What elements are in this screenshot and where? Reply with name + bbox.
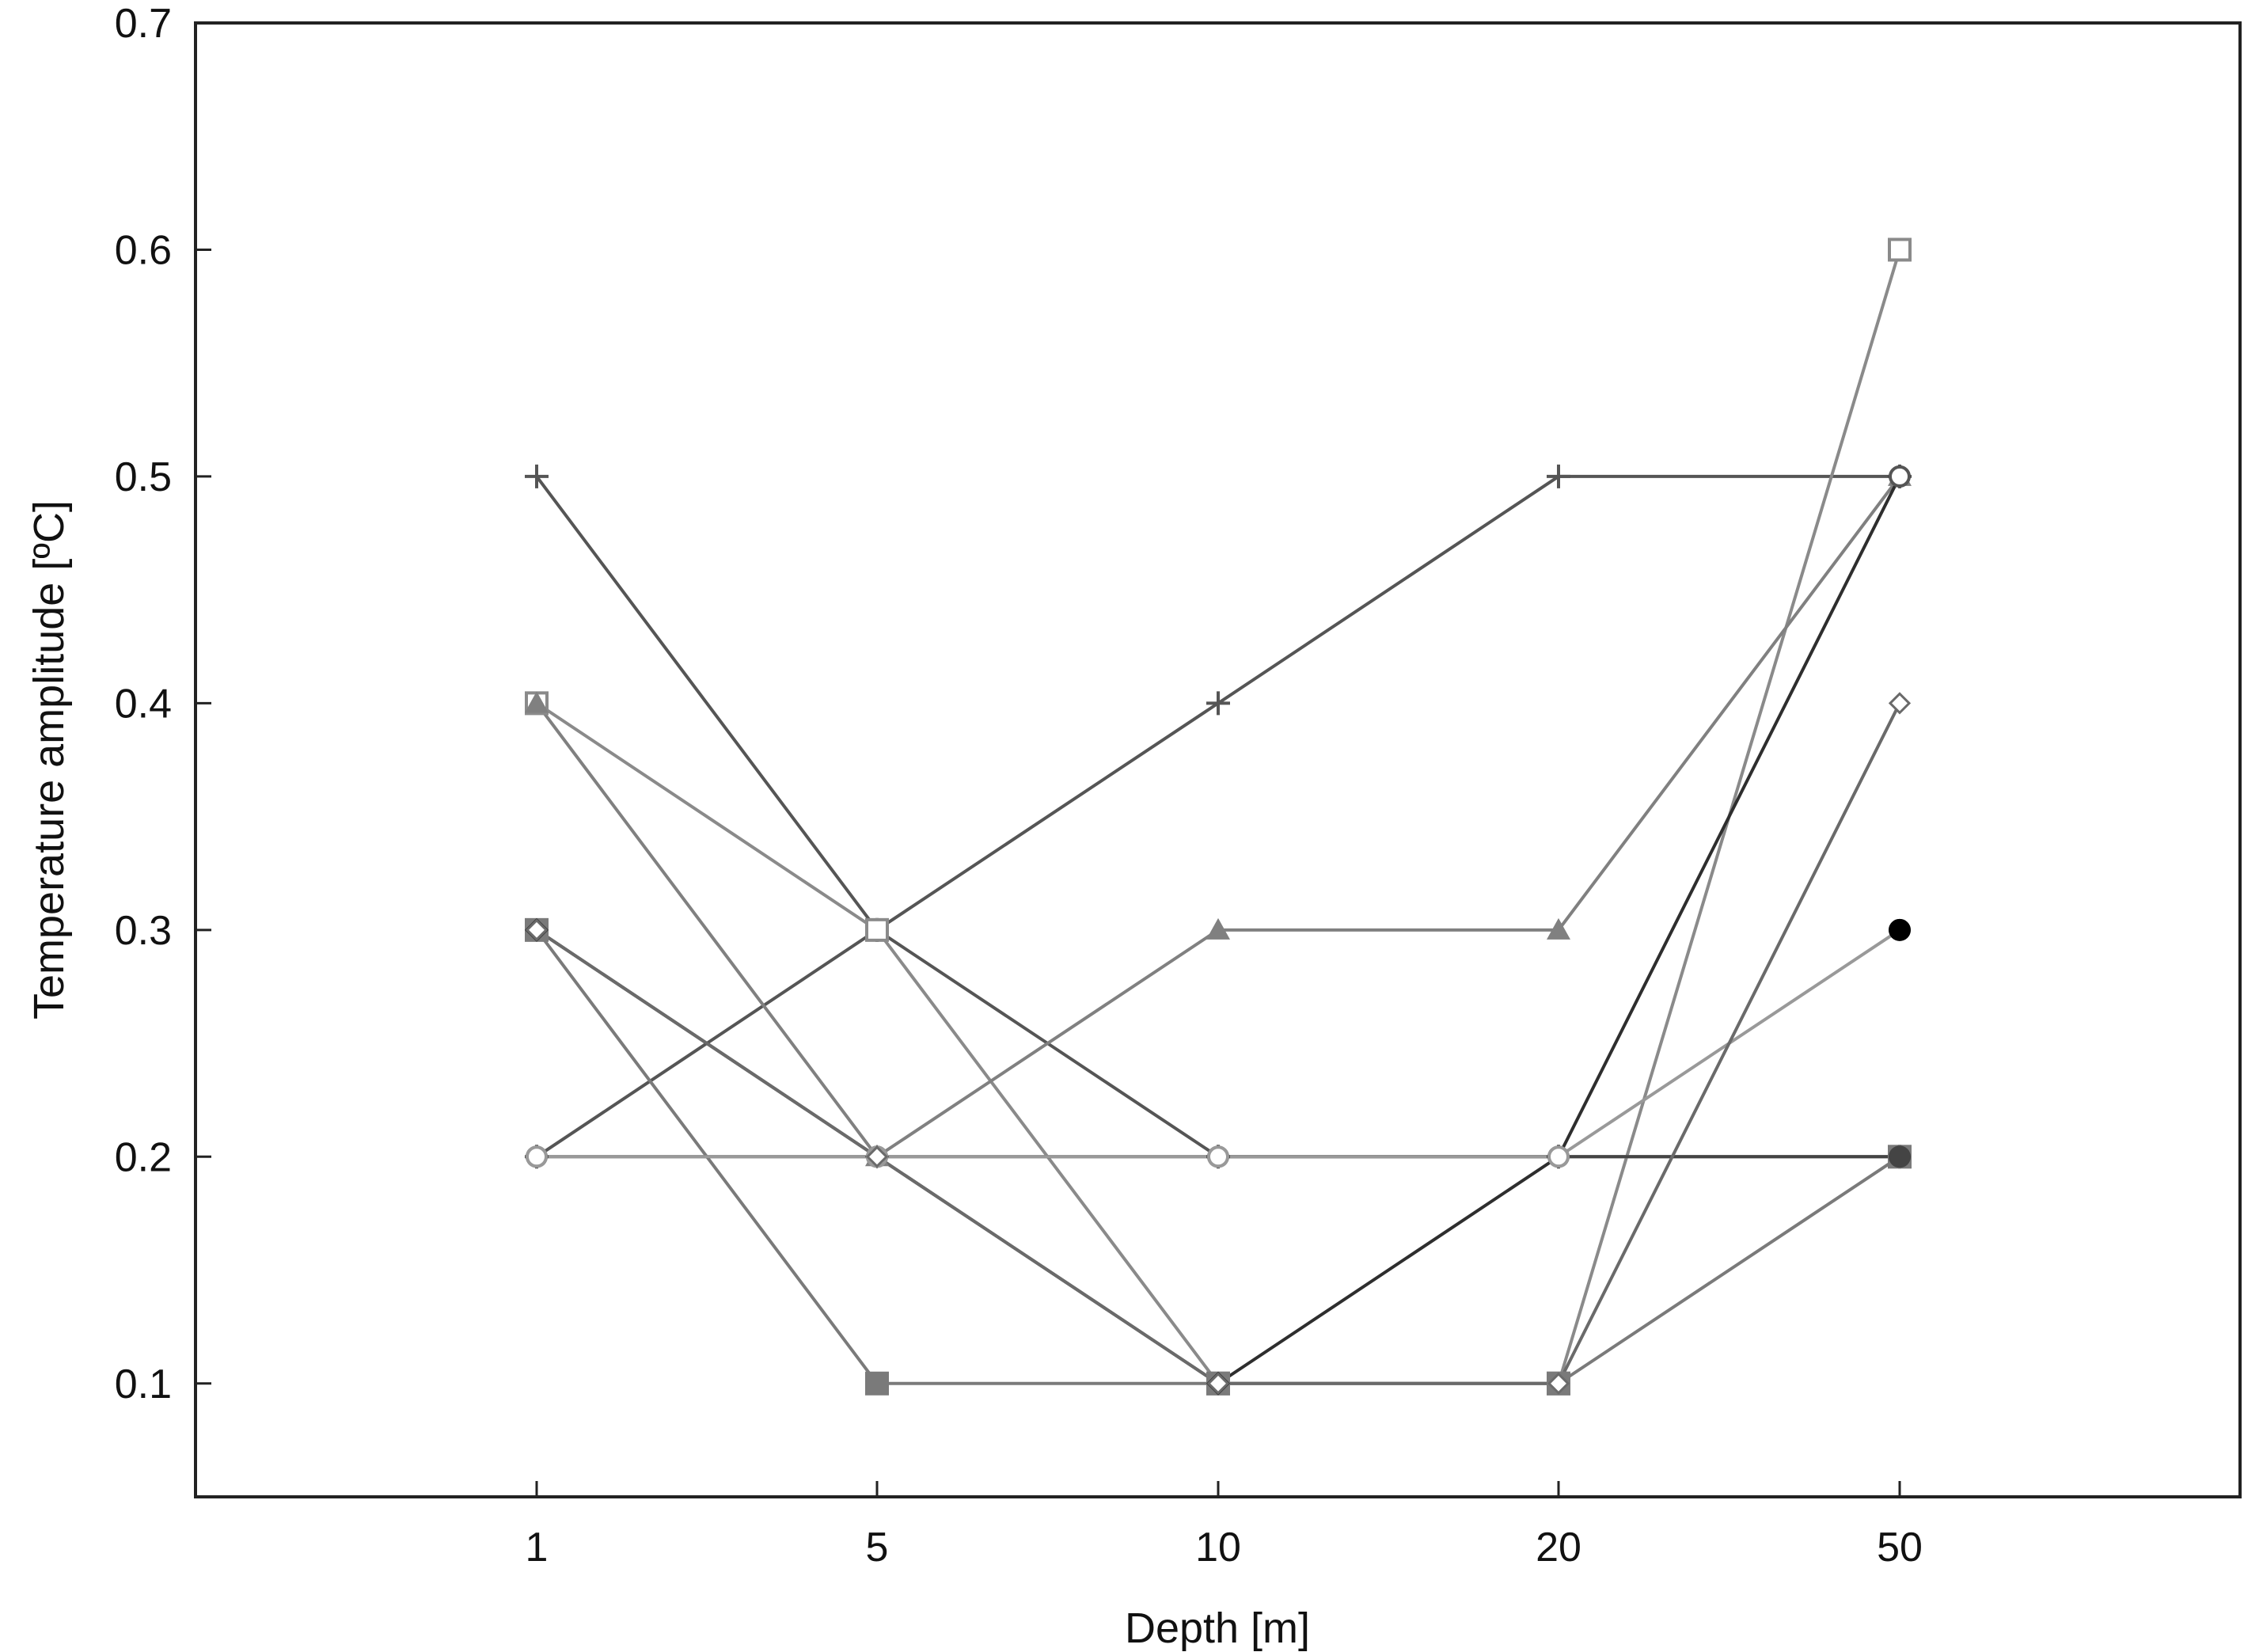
series-9 (535, 702, 1901, 1385)
data-point (1207, 1145, 1229, 1168)
series-markers-1 (525, 464, 1912, 1169)
data-point (1206, 691, 1230, 716)
data-point (525, 691, 549, 713)
data-point (525, 464, 549, 488)
data-point (1888, 692, 1912, 715)
series-8 (537, 929, 1901, 1159)
data-point (1547, 1372, 1570, 1395)
series-line (535, 475, 1901, 1160)
y-axis-title: Temperature amplitude [ºC] (25, 500, 73, 1020)
data-point (1547, 1145, 1570, 1168)
y-tick-label: 0.7 (115, 1, 172, 47)
data-point (1547, 917, 1570, 940)
series-line (535, 475, 1900, 1159)
data-point (1889, 1145, 1911, 1168)
series-2 (535, 474, 1900, 1158)
series-1 (535, 475, 1900, 1159)
data-point (1206, 917, 1230, 940)
data-point (1206, 1372, 1230, 1395)
data-point (1888, 237, 1912, 262)
data-point (865, 917, 889, 942)
y-tick-label: 0.2 (115, 1134, 172, 1180)
series-line (535, 474, 1900, 1158)
plot-frame (194, 21, 2242, 1498)
series-markers-8 (526, 918, 1911, 1168)
data-point (1889, 465, 1911, 488)
y-tick-label: 0.3 (115, 908, 172, 954)
y-tick-label: 0.4 (115, 681, 172, 727)
series-line (535, 702, 1901, 1385)
x-tick-label: 50 (1877, 1525, 1923, 1570)
y-tick-label: 0.6 (115, 227, 172, 273)
series-4 (535, 475, 1901, 1160)
data-point (525, 918, 549, 941)
series-3 (535, 249, 1901, 1385)
x-tick-label: 1 (526, 1525, 549, 1570)
series-layer (525, 237, 1912, 1396)
series-markers-9 (525, 692, 1912, 1395)
series-markers-2 (525, 464, 1912, 1169)
x-tick-label: 10 (1195, 1525, 1241, 1570)
data-point (1547, 464, 1570, 488)
x-tick-label: 5 (866, 1525, 889, 1570)
x-tick-label: 20 (1536, 1525, 1581, 1570)
data-point (865, 1145, 889, 1168)
data-point (865, 1371, 889, 1396)
data-point (1889, 918, 1911, 941)
x-axis-title: Depth [m] (1125, 1605, 1310, 1652)
series-line (537, 929, 1901, 1159)
tick-layer: 0.1 0.2 0.3 0.4 0.5 0.6 0.7 1 5 10 20 50 (115, 1, 1923, 1570)
data-point (526, 1145, 548, 1168)
series-markers-3 (525, 237, 1912, 1396)
series-line (535, 249, 1901, 1385)
y-tick-label: 0.5 (115, 454, 172, 500)
y-tick-label: 0.1 (115, 1361, 172, 1407)
